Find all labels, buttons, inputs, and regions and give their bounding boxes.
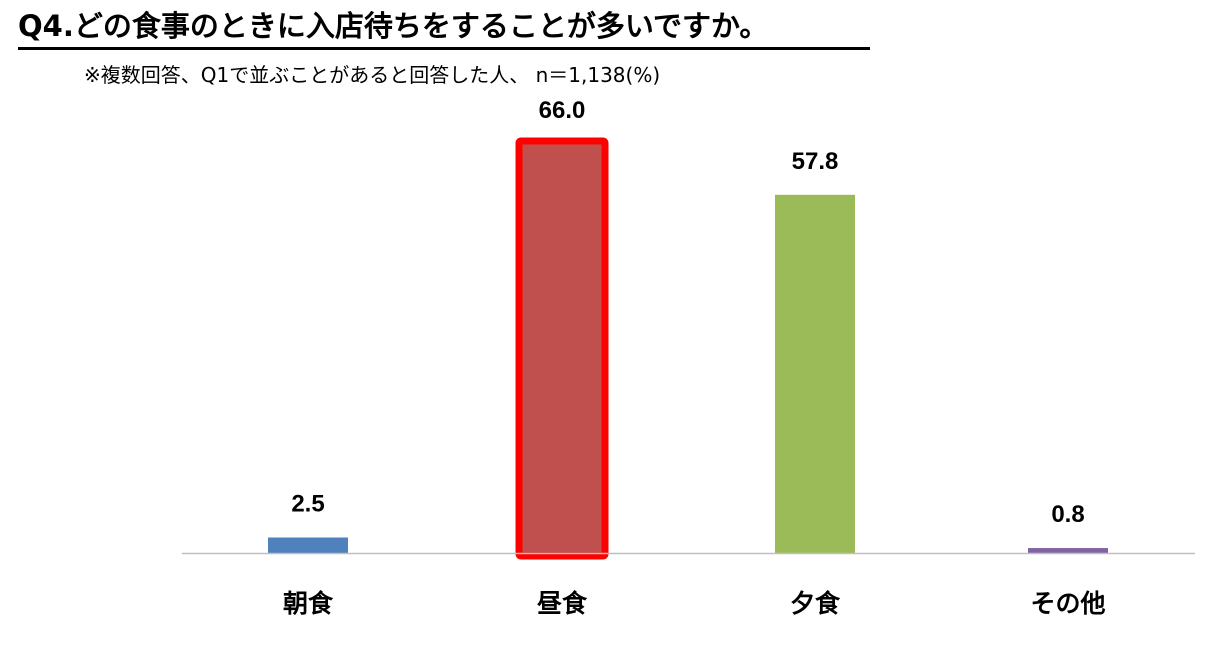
- bar-1: [522, 144, 602, 553]
- category-label-0: 朝食: [283, 589, 334, 618]
- category-label-2: 夕食: [790, 589, 841, 618]
- data-label-2: 57.8: [792, 148, 839, 175]
- chart-title: Q4.どの食事のときに入店待ちをすることが多いですか。: [18, 6, 870, 50]
- bar-2: [775, 194, 855, 553]
- data-label-0: 2.5: [291, 491, 324, 518]
- data-label-3: 0.8: [1051, 501, 1084, 528]
- category-label-3: その他: [1030, 589, 1105, 618]
- highlight-outline: [515, 137, 609, 560]
- bar-0: [268, 537, 348, 553]
- category-label-1: 昼食: [537, 589, 588, 618]
- bar-3: [1028, 548, 1108, 553]
- chart-subtitle: ※複数回答、Q1で並ぶことがあると回答した人、 n＝1,138(%): [84, 63, 661, 87]
- data-label-1: 66.0: [539, 97, 586, 124]
